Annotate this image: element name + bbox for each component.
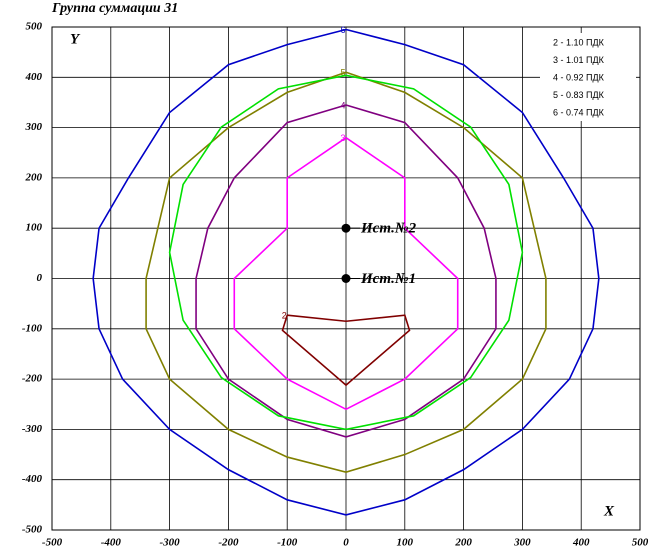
y-tick-label: -100 bbox=[22, 322, 43, 334]
contour-line bbox=[92, 28, 600, 516]
x-tick-label: -200 bbox=[218, 537, 239, 549]
contour-line bbox=[281, 314, 411, 387]
legend-background bbox=[540, 33, 636, 121]
x-tick-label: -500 bbox=[42, 537, 63, 549]
contour-label: 3 bbox=[340, 133, 345, 143]
legend-entry: 3 - 1.01 ПДК bbox=[553, 55, 605, 65]
y-tick-label: 200 bbox=[25, 171, 43, 183]
legend-entry: 6 - 0.74 ПДК bbox=[553, 107, 605, 117]
x-tick-label: 0 bbox=[343, 537, 349, 549]
y-tick-label: 0 bbox=[37, 272, 43, 284]
x-axis-label: X bbox=[603, 503, 615, 519]
x-tick-label: 400 bbox=[572, 537, 590, 549]
contour-line bbox=[195, 104, 497, 438]
chart-title: Группа суммации 31 bbox=[51, 1, 178, 16]
y-tick-label: -500 bbox=[22, 524, 43, 536]
legend-entry: 5 - 0.83 ПДК bbox=[553, 90, 605, 100]
x-tick-label: 500 bbox=[632, 537, 648, 549]
contour-line bbox=[233, 136, 459, 411]
legend-entry: 4 - 0.92 ПДК bbox=[553, 72, 605, 82]
y-tick-label: -400 bbox=[22, 473, 43, 485]
source-label: Ист.№2 bbox=[360, 221, 417, 237]
y-tick-label: 100 bbox=[26, 222, 43, 234]
y-tick-label: -300 bbox=[22, 423, 43, 435]
x-tick-label: 200 bbox=[454, 537, 472, 549]
contour-label: 4 bbox=[340, 100, 345, 110]
x-tick-label: -400 bbox=[101, 537, 122, 549]
legend-entry: 2 - 1.10 ПДК bbox=[553, 37, 605, 47]
contour-label: 2 bbox=[282, 311, 287, 321]
contour-line bbox=[168, 74, 524, 431]
x-tick-label: -300 bbox=[160, 537, 181, 549]
contour-line bbox=[145, 71, 547, 473]
contour-label: 5 bbox=[340, 68, 345, 78]
y-tick-label: -200 bbox=[22, 373, 43, 385]
y-tick-label: 500 bbox=[26, 21, 43, 33]
source-label: Ист.№1 bbox=[360, 271, 416, 287]
x-tick-label: 100 bbox=[397, 537, 414, 549]
y-axis-label: Y bbox=[70, 31, 81, 47]
y-tick-label: 400 bbox=[25, 71, 43, 83]
y-tick-label: 300 bbox=[25, 121, 43, 133]
contour-label: 6 bbox=[340, 25, 345, 35]
x-tick-label: 300 bbox=[513, 537, 531, 549]
x-tick-label: -100 bbox=[277, 537, 298, 549]
